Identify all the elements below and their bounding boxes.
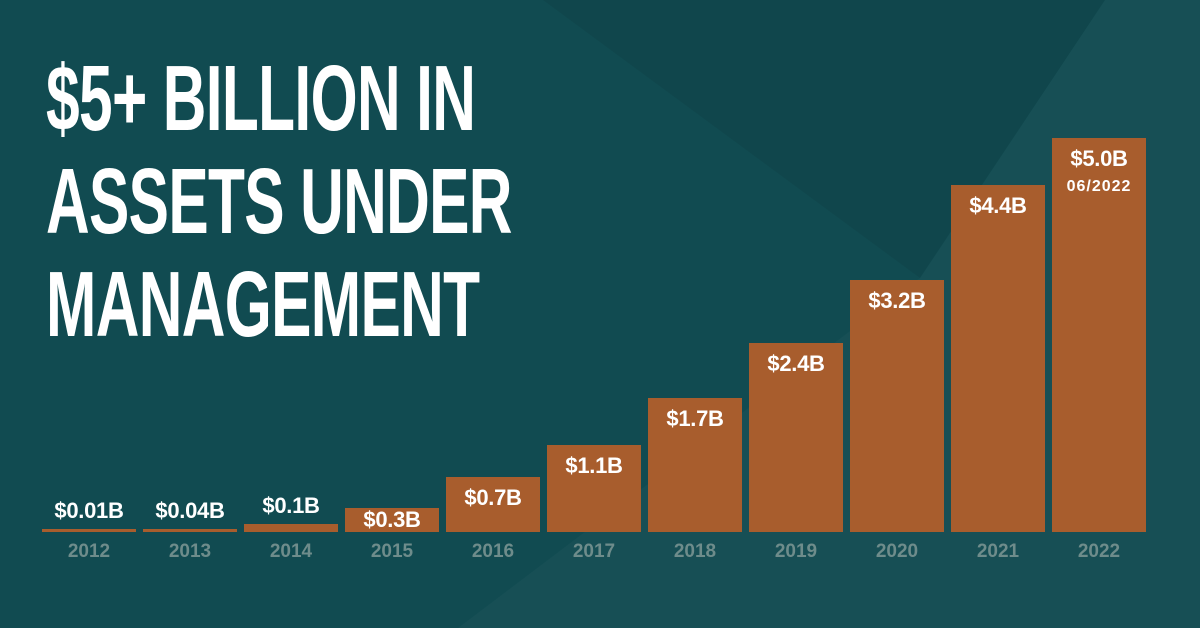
x-axis-year-label: 2016 [471,541,515,562]
bar-group-2012: $0.01B 2012 [42,0,136,628]
bar-group-2013: $0.04B 2013 [143,0,237,628]
x-axis-year-label: 2022 [1077,541,1121,562]
bar-value-label: $0.04B [155,498,225,523]
bar-value-label: $4.4B [969,193,1027,218]
x-axis-year-label: 2015 [370,541,414,562]
bar-value-label: $1.1B [565,453,623,478]
bar-value-label: $0.7B [464,485,522,510]
bar [850,280,944,532]
bar-group-2021: $4.4B 2021 [951,0,1045,628]
x-axis-year-label: 2012 [67,541,111,562]
bar [446,477,540,532]
bar [749,343,843,532]
bar [648,398,742,532]
bar-value-label: $5.0B [1070,146,1128,171]
bar [244,524,338,532]
bar-value-label: $0.1B [262,493,320,518]
x-axis-year-label: 2021 [976,541,1020,562]
headline-line-3: MANAGEMENT [46,252,480,356]
bar-value-label: $2.4B [767,351,825,376]
x-axis-year-label: 2013 [168,541,212,562]
bar-value-label: $1.7B [666,406,724,431]
bar [345,508,439,532]
x-axis-year-label: 2018 [673,541,717,562]
x-axis-year-label: 2019 [774,541,818,562]
x-axis-year-label: 2017 [572,541,616,562]
x-axis-year-label: 2020 [875,541,919,562]
headline: $5+ BILLION IN ASSETS UNDER MANAGEMENT [46,47,512,356]
bar-group-2015: $0.3B 2015 [345,0,439,628]
bar [42,529,136,532]
headline-line-2: ASSETS UNDER [46,149,512,253]
bar-value-label: $0.01B [54,498,124,523]
bar-group-2020: $3.2B 2020 [850,0,944,628]
bar [547,445,641,532]
headline-line-1: $5+ BILLION IN [46,46,476,150]
bar-group-2014: $0.1B 2014 [244,0,338,628]
bar-group-2017: $1.1B 2017 [547,0,641,628]
bar-group-2018: $1.7B 2018 [648,0,742,628]
bar-group-2016: $0.7B 2016 [446,0,540,628]
bar-date-sublabel: 06/2022 [1066,178,1132,195]
bar-value-label: $3.2B [868,288,926,313]
x-axis-year-label: 2014 [269,541,313,562]
bar [951,185,1045,532]
bar [1052,138,1146,532]
bar-value-label: $0.3B [363,507,421,532]
bar-group-2019: $2.4B 2019 [749,0,843,628]
bar-group-2022: $5.0B 06/2022 2022 [1052,0,1146,628]
bar [143,529,237,532]
